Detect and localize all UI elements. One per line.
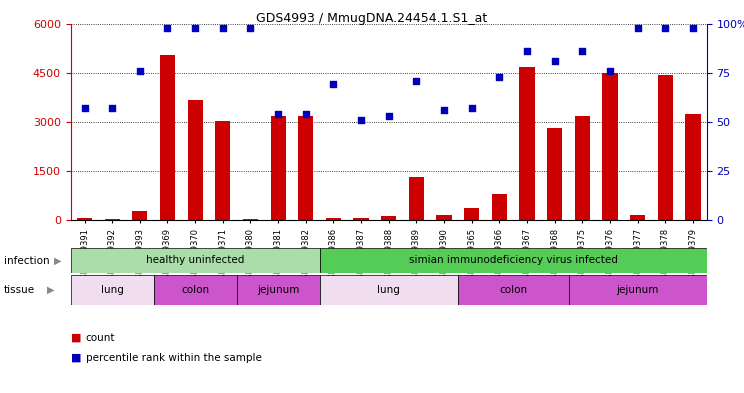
Point: [327, 81, 339, 88]
Point: [79, 105, 91, 111]
Point: [355, 117, 367, 123]
Point: [272, 111, 284, 117]
Text: ■: ■: [71, 333, 81, 343]
Bar: [237, 275, 320, 305]
Text: colon: colon: [499, 285, 527, 295]
Bar: [437, 215, 452, 220]
Bar: [519, 67, 535, 220]
Point: [521, 48, 533, 54]
Point: [134, 68, 146, 74]
Bar: [320, 275, 458, 305]
Point: [245, 24, 257, 31]
Text: percentile rank within the sample: percentile rank within the sample: [86, 353, 261, 363]
Point: [189, 24, 201, 31]
Bar: [187, 99, 203, 220]
Bar: [630, 215, 645, 220]
Point: [466, 105, 478, 111]
Point: [493, 73, 505, 80]
Text: count: count: [86, 333, 115, 343]
Text: healthy uninfected: healthy uninfected: [146, 255, 244, 265]
Bar: [381, 217, 397, 220]
Bar: [105, 219, 120, 220]
Point: [577, 48, 589, 54]
Text: ▶: ▶: [47, 285, 54, 295]
Bar: [408, 177, 424, 220]
Point: [659, 24, 671, 31]
Point: [300, 111, 312, 117]
Point: [604, 68, 616, 74]
Bar: [658, 75, 673, 220]
Bar: [547, 128, 562, 220]
Text: ▶: ▶: [54, 255, 62, 266]
Bar: [353, 218, 369, 220]
Text: jejunum: jejunum: [257, 285, 299, 295]
Bar: [320, 248, 707, 273]
Bar: [71, 248, 320, 273]
Bar: [574, 116, 590, 220]
Bar: [160, 55, 175, 220]
Text: simian immunodeficiency virus infected: simian immunodeficiency virus infected: [408, 255, 618, 265]
Bar: [271, 116, 286, 220]
Bar: [458, 275, 568, 305]
Bar: [298, 116, 313, 220]
Text: infection: infection: [4, 255, 49, 266]
Bar: [492, 194, 507, 220]
Text: colon: colon: [181, 285, 209, 295]
Bar: [464, 208, 479, 220]
Point: [549, 58, 561, 64]
Text: jejunum: jejunum: [617, 285, 659, 295]
Point: [106, 105, 118, 111]
Bar: [77, 218, 92, 220]
Bar: [326, 218, 341, 220]
Point: [438, 107, 450, 113]
Bar: [568, 275, 707, 305]
Point: [632, 24, 644, 31]
Text: lung: lung: [377, 285, 400, 295]
Bar: [243, 219, 258, 220]
Point: [217, 24, 228, 31]
Bar: [685, 114, 701, 220]
Bar: [132, 211, 147, 220]
Point: [161, 24, 173, 31]
Text: ■: ■: [71, 353, 81, 363]
Bar: [603, 73, 618, 220]
Point: [687, 24, 699, 31]
Text: tissue: tissue: [4, 285, 35, 295]
Point: [411, 77, 423, 84]
Text: GDS4993 / MmugDNA.24454.1.S1_at: GDS4993 / MmugDNA.24454.1.S1_at: [257, 12, 487, 25]
Text: lung: lung: [100, 285, 124, 295]
Bar: [154, 275, 237, 305]
Bar: [71, 275, 154, 305]
Bar: [215, 121, 231, 220]
Point: [382, 113, 394, 119]
